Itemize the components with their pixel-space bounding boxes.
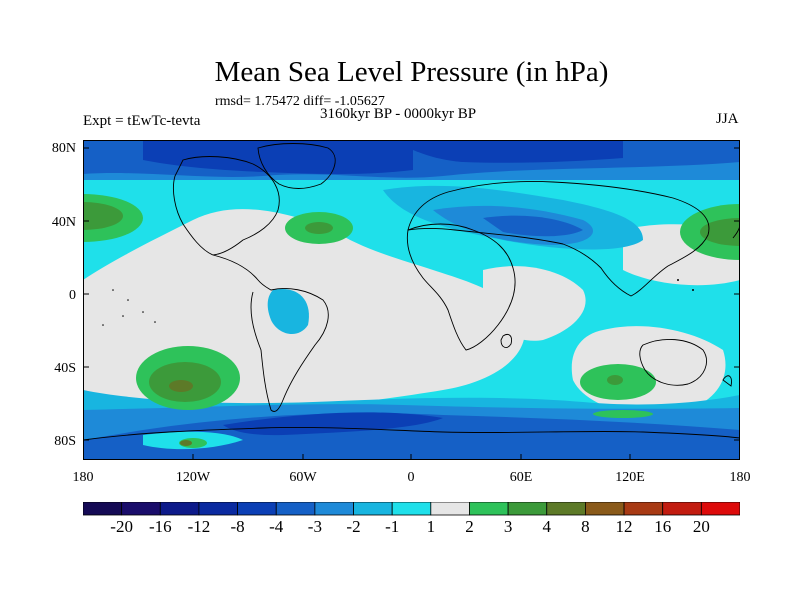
- pressure-map: [83, 140, 740, 460]
- map-title: Mean Sea Level Pressure (in hPa): [214, 56, 609, 88]
- colorbar-label: 4: [542, 517, 552, 536]
- island: [102, 324, 104, 326]
- colorbar-box: [83, 502, 123, 516]
- colorbar-box: [507, 502, 548, 516]
- colorbar-box: [662, 502, 702, 516]
- lon-tick-120e: 120E: [615, 470, 645, 485]
- lon-tick-180w: 180: [72, 470, 94, 485]
- colorbar-label: 2: [465, 517, 474, 536]
- coast-africa: [406, 223, 516, 351]
- lat-tick-80s: 80S: [54, 434, 76, 449]
- colorbar-label: -1: [385, 517, 400, 536]
- lon-tick-60e: 60E: [509, 470, 533, 485]
- colorbar-box: [314, 502, 354, 516]
- field-africa-neutral: [483, 266, 586, 341]
- lon-tick-180e: 180: [729, 470, 751, 485]
- lat-tick-40n: 40N: [51, 215, 76, 230]
- field-arctic-low: [413, 140, 623, 163]
- field-npacific-high-east-2: [700, 218, 740, 246]
- field-atlantic-high-2: [305, 222, 333, 234]
- field-amazon-minus: [267, 289, 309, 335]
- colorbar-label: -16: [148, 517, 172, 536]
- island: [154, 321, 156, 323]
- experiment-label: Expt = tEwTc-tevta: [83, 113, 201, 129]
- colorbar-box: [198, 502, 238, 516]
- coast-eurasia: [407, 181, 710, 297]
- coast-australia: [639, 338, 707, 386]
- colorbar-label: 16: [654, 517, 672, 536]
- colorbar-label: 1: [426, 517, 436, 536]
- colorbar-box: [469, 502, 509, 516]
- colorbar-label: 12: [615, 517, 633, 536]
- island: [112, 289, 114, 291]
- coast-north-america: [172, 156, 280, 256]
- colorbar-box: [430, 502, 470, 516]
- field-greenland-low: [143, 140, 413, 174]
- season-label: JJA: [716, 111, 739, 127]
- island: [127, 299, 129, 301]
- coast-south-america: [212, 254, 329, 412]
- colorbar-box: [546, 502, 586, 516]
- coast-antarctica: [83, 427, 740, 441]
- island: [122, 315, 124, 317]
- map-ticks: [83, 147, 740, 460]
- lat-tick-0: 0: [69, 288, 76, 303]
- field-antarctic-green-2: [180, 440, 192, 446]
- colorbar: [83, 502, 740, 516]
- colorbar-label: -12: [187, 517, 211, 536]
- lon-tick-0: 0: [407, 470, 415, 485]
- colorbar-box: [159, 502, 200, 516]
- colorbar-box: [353, 502, 393, 516]
- islands: [102, 279, 694, 326]
- lat-tick-40s: 40S: [54, 361, 76, 376]
- field-himalaya-low: [483, 215, 583, 237]
- colorbar-box: [237, 502, 277, 516]
- colorbar-label: -4: [269, 517, 284, 536]
- field-antarctic-coast-green: [593, 410, 653, 418]
- lon-tick-60w: 60W: [289, 470, 317, 485]
- colorbar-box: [121, 502, 161, 516]
- stats-line: rmsd= 1.75472 diff= -1.05627: [215, 94, 385, 109]
- field-antarctic-deep: [223, 412, 443, 436]
- colorbar-label: -3: [307, 517, 322, 536]
- field-sepacific-high-3: [169, 380, 193, 392]
- colorbar-box: [585, 502, 625, 516]
- colorbar-label: 8: [581, 517, 590, 536]
- coast-greenland: [257, 143, 336, 189]
- island: [677, 279, 679, 281]
- coastlines: [83, 143, 740, 441]
- colorbar-box: [623, 502, 664, 516]
- lat-tick-80n: 80N: [51, 141, 76, 156]
- colorbar-box: [391, 502, 432, 516]
- coast-madagascar: [500, 333, 512, 348]
- colorbar-box: [700, 502, 740, 516]
- colorbar-box: [275, 502, 316, 516]
- colorbar-label: 3: [503, 517, 513, 536]
- period-label: 3160kyr BP - 0000kyr BP: [320, 106, 477, 122]
- island: [692, 289, 694, 291]
- island: [142, 311, 144, 313]
- colorbar-label: -8: [230, 517, 245, 536]
- colorbar-label: 20: [692, 517, 710, 536]
- field-indian-high-2: [607, 375, 623, 385]
- colorbar-label: -2: [346, 517, 361, 536]
- lon-tick-120w: 120W: [175, 470, 211, 485]
- colorbar-label: -20: [110, 517, 133, 536]
- field-npacific-high-west-2: [83, 202, 123, 230]
